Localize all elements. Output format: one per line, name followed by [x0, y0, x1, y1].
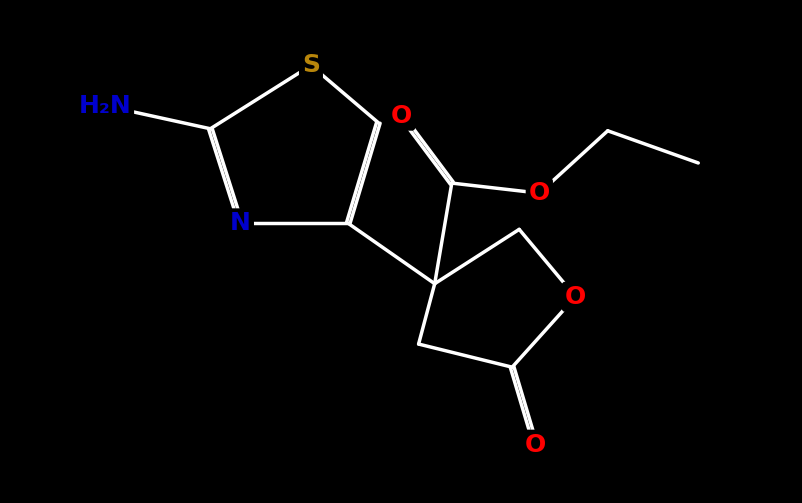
Text: O: O: [528, 181, 549, 205]
Text: O: O: [524, 433, 545, 457]
Text: O: O: [565, 285, 585, 309]
Text: S: S: [302, 53, 319, 77]
Text: N: N: [230, 211, 251, 235]
Text: O: O: [391, 104, 411, 128]
Text: H₂N: H₂N: [79, 94, 131, 118]
